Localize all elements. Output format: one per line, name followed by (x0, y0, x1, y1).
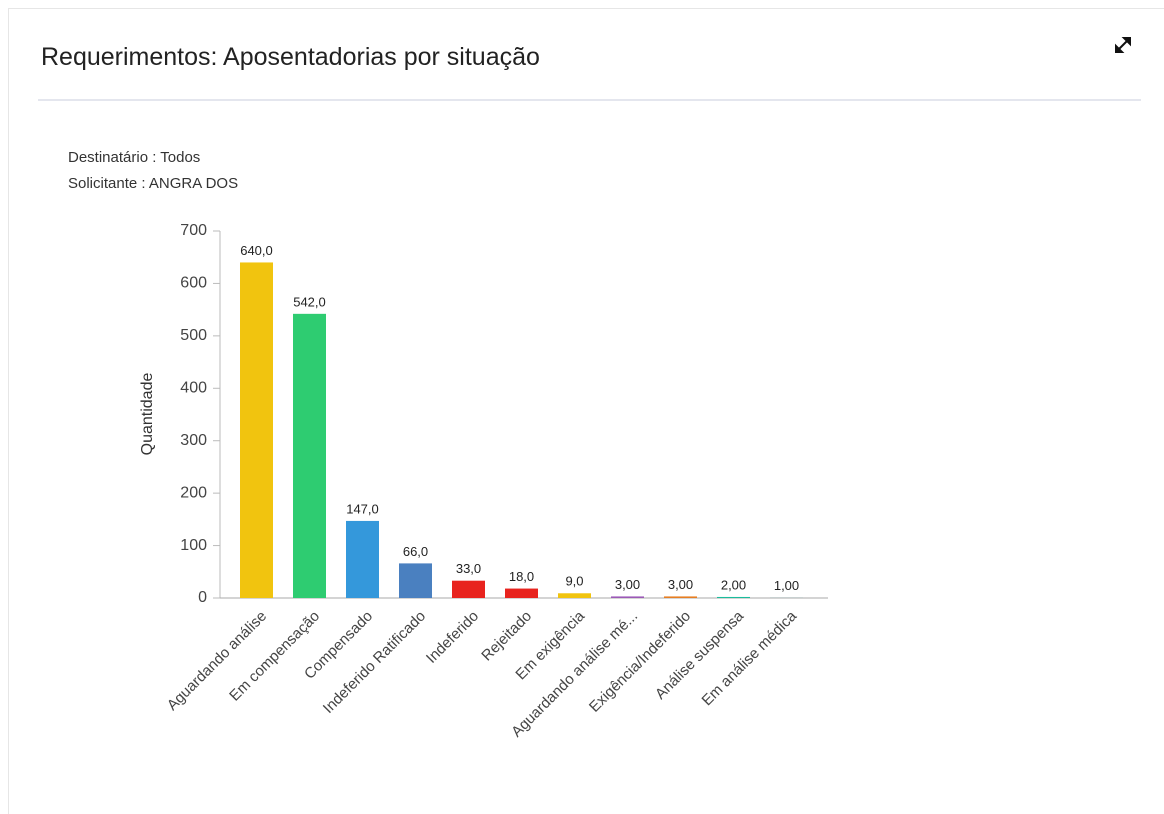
x-tick-label: Exigência/Indeferido (586, 608, 694, 716)
bar (770, 597, 803, 598)
bar (611, 596, 644, 598)
bar (558, 593, 591, 598)
value-label: 3,00 (668, 577, 693, 592)
bar (505, 588, 538, 598)
value-label: 1,00 (774, 578, 799, 593)
y-tick-label: 700 (180, 222, 207, 239)
subtitle: Destinatário : Todos (68, 149, 200, 166)
value-label: 66,0 (403, 544, 428, 559)
y-tick-label: 600 (180, 275, 207, 292)
separator (38, 99, 1141, 101)
bar (293, 313, 326, 598)
bar (399, 563, 432, 598)
y-tick-label: 100 (180, 537, 207, 554)
y-tick-label: 200 (180, 484, 207, 501)
y-axis-title: Quantidade (139, 373, 156, 456)
value-label: 18,0 (509, 569, 534, 584)
value-label: 2,00 (721, 577, 746, 592)
subtitle: Solicitante : ANGRA DOS (68, 175, 238, 192)
x-tick-label: Indeferido Ratificado (320, 608, 429, 717)
x-tick-label: Aguardando análise (164, 608, 270, 714)
value-label: 542,0 (293, 294, 326, 309)
bar (452, 580, 485, 598)
bar (240, 262, 273, 598)
x-tick-label: Em análise médica (698, 607, 800, 709)
y-tick-label: 300 (180, 432, 207, 449)
bar (664, 596, 697, 598)
expand-arrow (1115, 37, 1131, 53)
panel: Requerimentos: Aposentadorias por situaç… (8, 8, 1164, 814)
bar (717, 596, 750, 598)
value-label: 9,0 (565, 574, 583, 589)
bar (346, 520, 379, 598)
value-label: 147,0 (346, 501, 379, 516)
y-tick-label: 400 (180, 380, 207, 397)
expand-icon[interactable] (1113, 35, 1133, 55)
panel-title: Requerimentos: Aposentadorias por situaç… (41, 43, 540, 71)
value-label: 3,00 (615, 577, 640, 592)
y-tick-label: 500 (180, 327, 207, 344)
x-tick-label: Análise suspensa (652, 607, 748, 703)
value-label: 640,0 (240, 243, 273, 258)
value-label: 33,0 (456, 561, 481, 576)
x-tick-label: Indeferido (423, 608, 482, 667)
y-tick-label: 0 (198, 589, 207, 606)
x-tick-label: Em compensação (226, 608, 323, 705)
